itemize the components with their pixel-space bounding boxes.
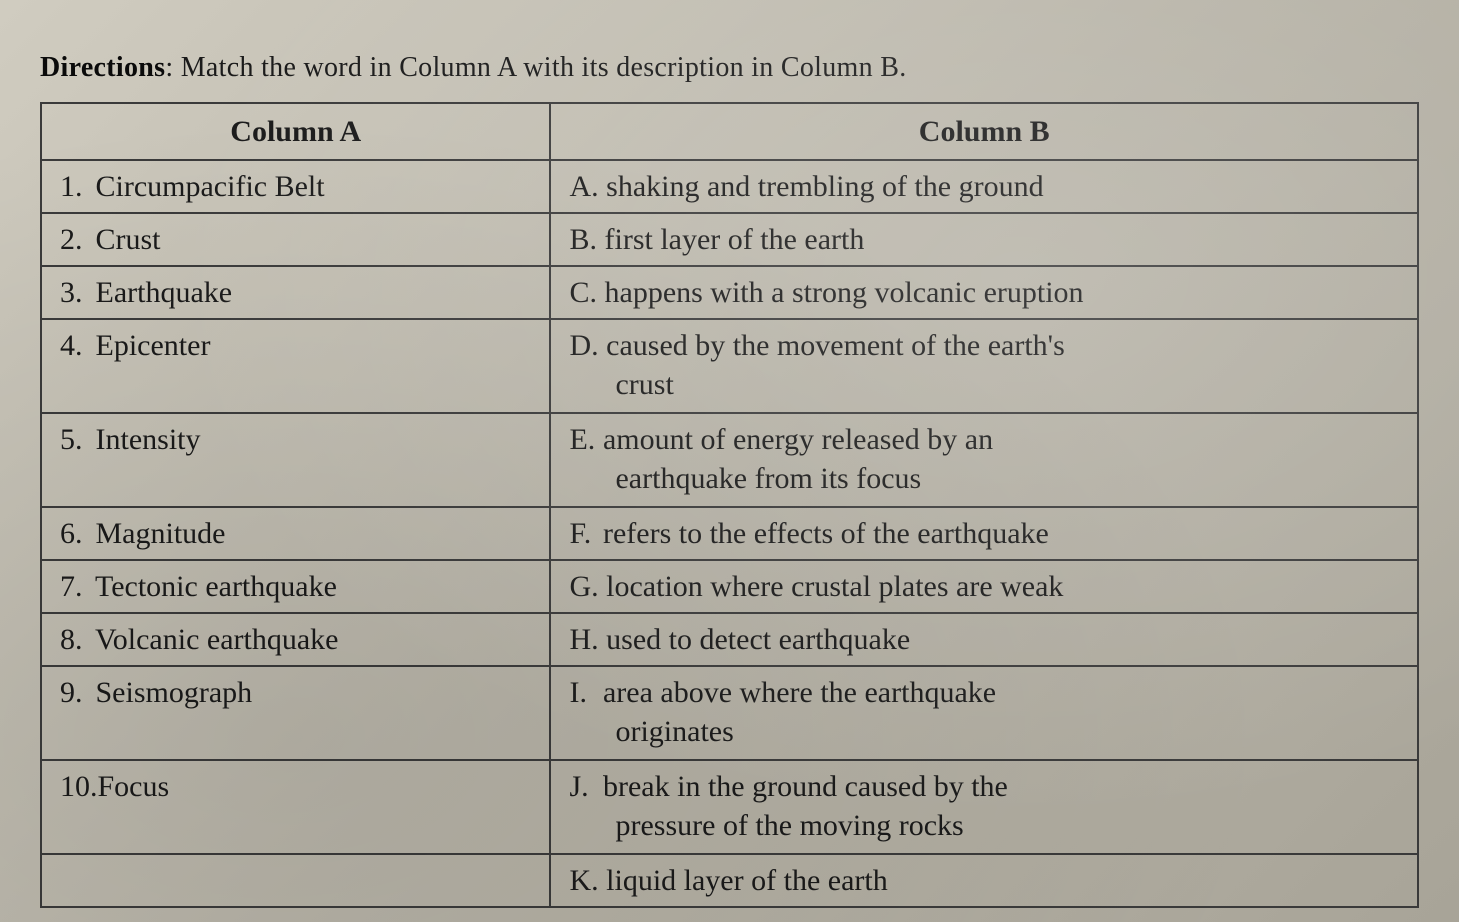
item-number: 1. — [60, 167, 88, 206]
item-number: 5. — [60, 420, 88, 459]
header-column-a: Column A — [41, 103, 550, 160]
col-a-cell: 7. Tectonic earthquake — [41, 560, 550, 613]
table-row: K. liquid layer of the earth — [41, 854, 1418, 907]
item-description-cont: pressure of the moving rocks — [569, 806, 1401, 845]
item-description: refers to the effects of the earthquake — [603, 517, 1049, 550]
item-description: location where crustal plates are weak — [606, 570, 1063, 603]
col-b-cell: G. location where crustal plates are wea… — [550, 560, 1418, 613]
item-description: liquid layer of the earth — [606, 864, 888, 897]
directions-text: : Match the word in Column A with its de… — [165, 52, 906, 83]
item-description: area above where the earthquake — [603, 676, 996, 709]
item-term: Focus — [98, 770, 170, 803]
item-letter: B. — [569, 220, 597, 259]
item-letter: A. — [569, 167, 598, 206]
col-a-cell: 2. Crust — [41, 213, 550, 266]
col-a-cell — [41, 854, 550, 907]
table-row: 5. Intensity E. amount of energy release… — [41, 413, 1418, 507]
item-term: Tectonic earthquake — [95, 570, 337, 603]
table-row: 8. Volcanic earthquake H. used to detect… — [41, 613, 1418, 666]
table-row: 1. Circumpacific Belt A. shaking and tre… — [41, 160, 1418, 213]
item-description: shaking and trembling of the ground — [606, 170, 1043, 203]
item-term: Intensity — [96, 423, 201, 456]
table-row: 6. Magnitude F. refers to the effects of… — [41, 507, 1418, 560]
item-letter: D. — [569, 326, 598, 365]
item-number: 8. — [60, 620, 88, 659]
matching-table: Column A Column B 1. Circumpacific Belt … — [40, 102, 1419, 908]
item-letter: C. — [569, 273, 597, 312]
col-b-cell: F. refers to the effects of the earthqua… — [550, 507, 1418, 560]
col-a-cell: 8. Volcanic earthquake — [41, 613, 550, 666]
item-number: 2. — [60, 220, 88, 259]
item-letter: G. — [569, 567, 598, 606]
table-row: 9. Seismograph I. area above where the e… — [41, 666, 1418, 760]
item-term: Magnitude — [96, 517, 226, 550]
col-b-cell: E. amount of energy released by an earth… — [550, 413, 1418, 507]
table-body: 1. Circumpacific Belt A. shaking and tre… — [41, 160, 1418, 907]
item-term: Volcanic earthquake — [95, 623, 339, 656]
item-description: amount of energy released by an — [603, 423, 993, 456]
item-description: first layer of the earth — [605, 223, 865, 256]
col-a-cell: 3. Earthquake — [41, 266, 550, 319]
item-description-cont: originates — [569, 712, 1401, 751]
directions-label: Directions — [40, 52, 165, 83]
item-term: Seismograph — [96, 676, 253, 709]
item-term: Epicenter — [96, 329, 211, 362]
item-letter: H. — [569, 620, 598, 659]
item-term: Circumpacific Belt — [96, 170, 325, 203]
item-number: 4. — [60, 326, 88, 365]
item-description-cont: earthquake from its focus — [569, 459, 1401, 498]
col-a-cell: 9. Seismograph — [41, 666, 550, 760]
col-a-cell: 5. Intensity — [41, 413, 550, 507]
item-number: 3. — [60, 273, 88, 312]
col-b-cell: H. used to detect earthquake — [550, 613, 1418, 666]
item-letter: F. — [569, 514, 595, 553]
directions-line: Directions: Match the word in Column A w… — [40, 52, 1419, 84]
col-a-cell: 1. Circumpacific Belt — [41, 160, 550, 213]
col-a-cell: 6. Magnitude — [41, 507, 550, 560]
col-a-cell: 10.Focus — [41, 760, 550, 854]
item-term: Crust — [96, 223, 161, 256]
item-letter: I. — [569, 673, 595, 712]
col-a-cell: 4. Epicenter — [41, 319, 550, 413]
item-letter: K. — [569, 861, 598, 900]
table-row: 10.Focus J. break in the ground caused b… — [41, 760, 1418, 854]
col-b-cell: A. shaking and trembling of the ground — [550, 160, 1418, 213]
item-number: 10. — [60, 767, 98, 806]
item-number: 9. — [60, 673, 88, 712]
table-row: 4. Epicenter D. caused by the movement o… — [41, 319, 1418, 413]
item-description-cont: crust — [569, 365, 1401, 404]
table-row: 2. Crust B. first layer of the earth — [41, 213, 1418, 266]
col-b-cell: I. area above where the earthquake origi… — [550, 666, 1418, 760]
item-term: Earthquake — [96, 276, 233, 309]
table-header-row: Column A Column B — [41, 103, 1418, 160]
item-description: caused by the movement of the earth's — [606, 329, 1065, 362]
item-letter: E. — [569, 420, 595, 459]
col-b-cell: C. happens with a strong volcanic erupti… — [550, 266, 1418, 319]
table-row: 3. Earthquake C. happens with a strong v… — [41, 266, 1418, 319]
item-number: 6. — [60, 514, 88, 553]
item-description: used to detect earthquake — [606, 623, 910, 656]
item-description: happens with a strong volcanic eruption — [605, 276, 1084, 309]
col-b-cell: J. break in the ground caused by the pre… — [550, 760, 1418, 854]
item-description: break in the ground caused by the — [603, 770, 1008, 803]
col-b-cell: B. first layer of the earth — [550, 213, 1418, 266]
item-letter: J. — [569, 767, 595, 806]
item-number: 7. — [60, 567, 88, 606]
col-b-cell: D. caused by the movement of the earth's… — [550, 319, 1418, 413]
table-row: 7. Tectonic earthquake G. location where… — [41, 560, 1418, 613]
header-column-b: Column B — [550, 103, 1418, 160]
col-b-cell: K. liquid layer of the earth — [550, 854, 1418, 907]
